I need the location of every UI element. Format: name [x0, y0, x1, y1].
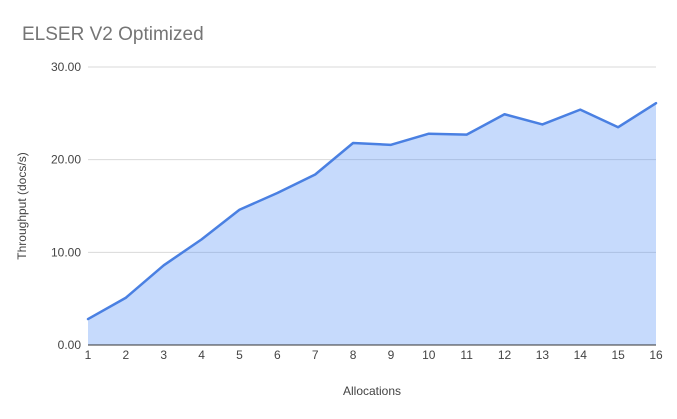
- series-line: [86, 101, 658, 321]
- x-tick-label: 1: [85, 348, 92, 362]
- y-tick-label: 10.00: [51, 245, 81, 259]
- x-tick-label: 8: [350, 348, 357, 362]
- y-tick-label: 0.00: [58, 338, 82, 352]
- x-tick-label: 2: [123, 348, 130, 362]
- x-tick-label: 10: [422, 348, 436, 362]
- area-fill: [88, 103, 656, 345]
- x-tick-label: 16: [649, 348, 663, 362]
- x-tick-label: 15: [611, 348, 625, 362]
- x-tick-label: 12: [498, 348, 512, 362]
- x-axis-title: Allocations: [342, 384, 402, 398]
- x-tick-label: 5: [236, 348, 243, 362]
- x-tick-label: 4: [198, 348, 205, 362]
- x-tick-label: 7: [312, 348, 319, 362]
- x-tick-label: 3: [160, 348, 167, 362]
- chart-title: ELSER V2 Optimized: [22, 24, 204, 45]
- y-tick-label: 20.00: [51, 153, 81, 167]
- x-tick-label: 13: [536, 348, 550, 362]
- x-tick-label: 14: [574, 348, 588, 362]
- x-tick-label: 9: [388, 348, 395, 362]
- x-tick-label: 6: [274, 348, 281, 362]
- y-tick-label: 30.00: [51, 60, 81, 74]
- x-tick-label: 11: [460, 348, 473, 362]
